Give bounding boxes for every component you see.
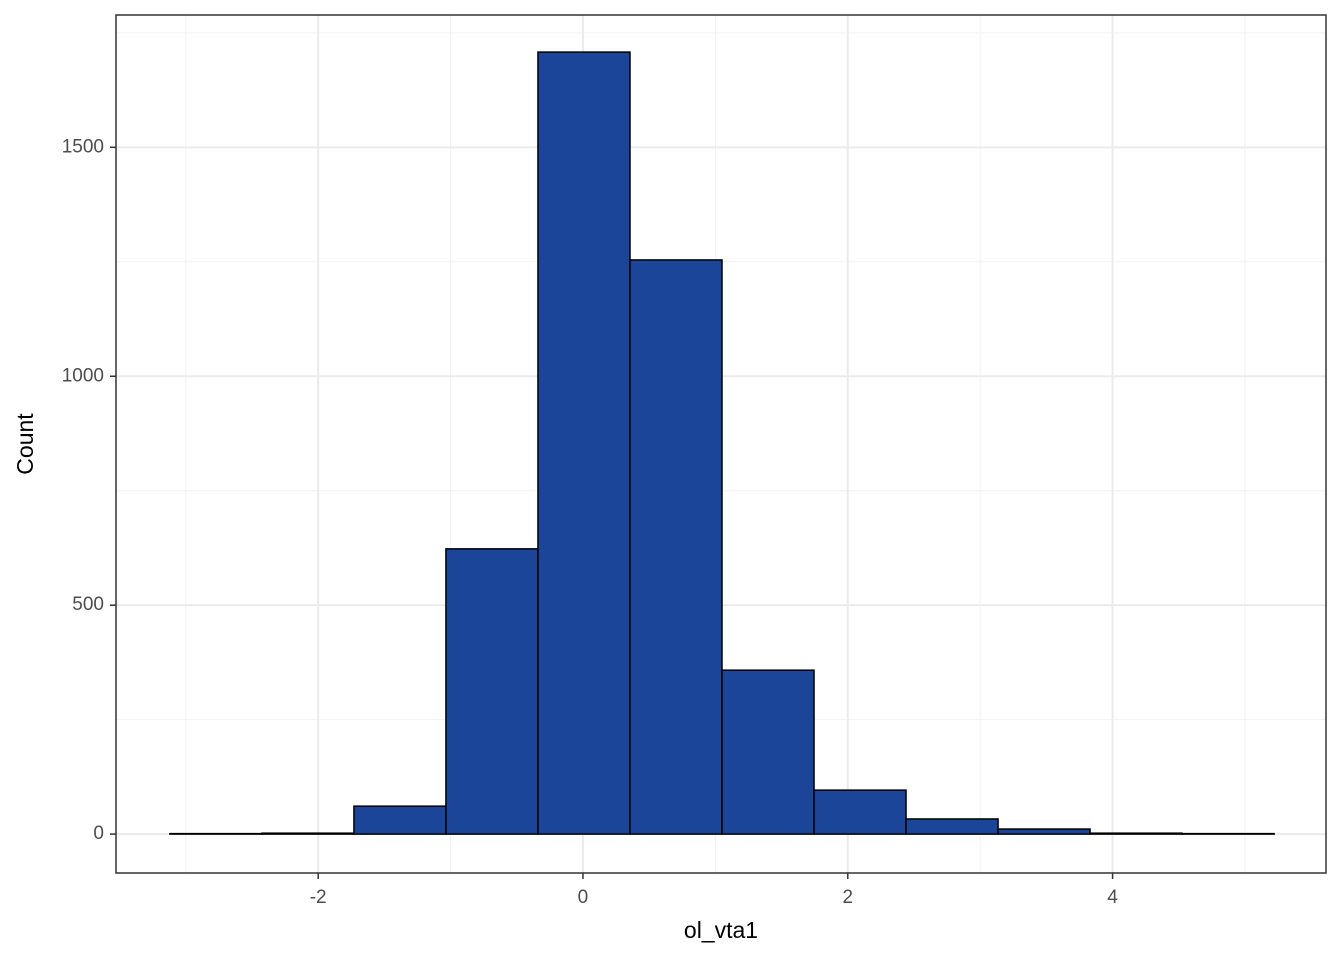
x-axis-title: ol_vta1 bbox=[684, 917, 758, 943]
x-tick-label: -2 bbox=[310, 887, 327, 908]
y-tick-label: 0 bbox=[93, 823, 104, 844]
bar bbox=[629, 259, 723, 835]
bar bbox=[537, 51, 631, 835]
bar bbox=[721, 669, 815, 835]
y-tick-label: 500 bbox=[72, 594, 104, 615]
x-tick-label: 2 bbox=[842, 887, 853, 908]
bar bbox=[353, 805, 447, 835]
bar bbox=[261, 832, 355, 835]
y-axis-title: Count bbox=[12, 413, 38, 475]
bar bbox=[905, 818, 999, 835]
bar bbox=[445, 548, 539, 835]
y-tick-label: 1000 bbox=[62, 365, 104, 386]
bar bbox=[813, 789, 907, 835]
bar bbox=[1089, 832, 1183, 835]
x-tick-label: 0 bbox=[578, 887, 589, 908]
bar bbox=[997, 828, 1091, 835]
x-tick-label: 4 bbox=[1107, 887, 1118, 908]
panel-border bbox=[115, 14, 1327, 874]
y-tick-label: 1500 bbox=[62, 136, 104, 157]
